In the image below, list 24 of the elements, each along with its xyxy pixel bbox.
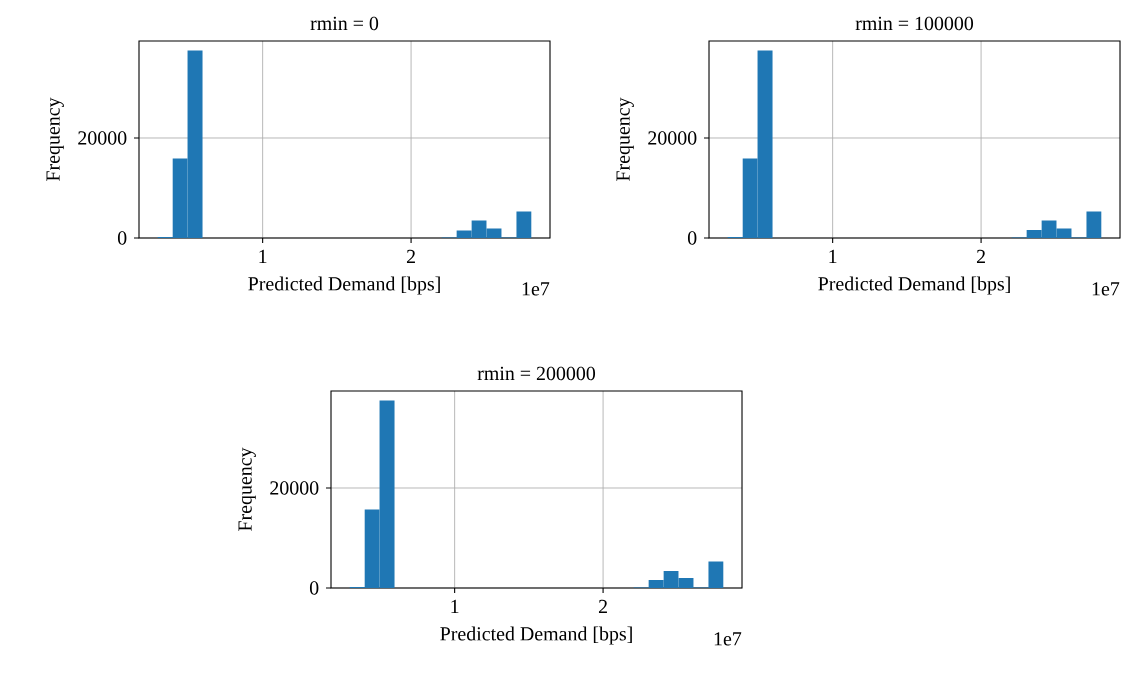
text: 1e7 bbox=[522, 282, 550, 296]
x-tick-label: 2 bbox=[406, 249, 415, 264]
text: 1e7 bbox=[714, 632, 742, 646]
x-tick-label: 1 bbox=[829, 249, 837, 263]
y-axis-title: Frequency bbox=[616, 97, 634, 181]
x-axis-title: Predicted Demand [bps] bbox=[818, 276, 1010, 295]
x-tick-label: 2 bbox=[598, 599, 607, 614]
y-tick-label: 20000 bbox=[648, 131, 697, 145]
y-axis-title: Frequency bbox=[46, 97, 64, 181]
chart-title: rmin = 200000 bbox=[477, 366, 596, 381]
chart-title: rmin = 100000 bbox=[855, 16, 974, 31]
x-tick-label: 1 bbox=[451, 599, 459, 613]
x-tick-label: 2 bbox=[976, 249, 985, 264]
y-tick-label: 0 bbox=[687, 231, 697, 245]
y-tick-label: 20000 bbox=[78, 131, 127, 145]
text: 1e7 bbox=[1092, 282, 1120, 296]
y-tick-label: 0 bbox=[117, 231, 127, 245]
y-tick-label: 0 bbox=[309, 581, 319, 595]
chart-title: rmin = 0 bbox=[310, 16, 379, 31]
y-tick-label: 20000 bbox=[270, 481, 319, 495]
x-tick-label: 1 bbox=[259, 249, 267, 263]
y-axis-title: Frequency bbox=[238, 447, 256, 531]
x-axis-title: Predicted Demand [bps] bbox=[440, 626, 632, 645]
x-axis-title: Predicted Demand [bps] bbox=[248, 276, 440, 295]
